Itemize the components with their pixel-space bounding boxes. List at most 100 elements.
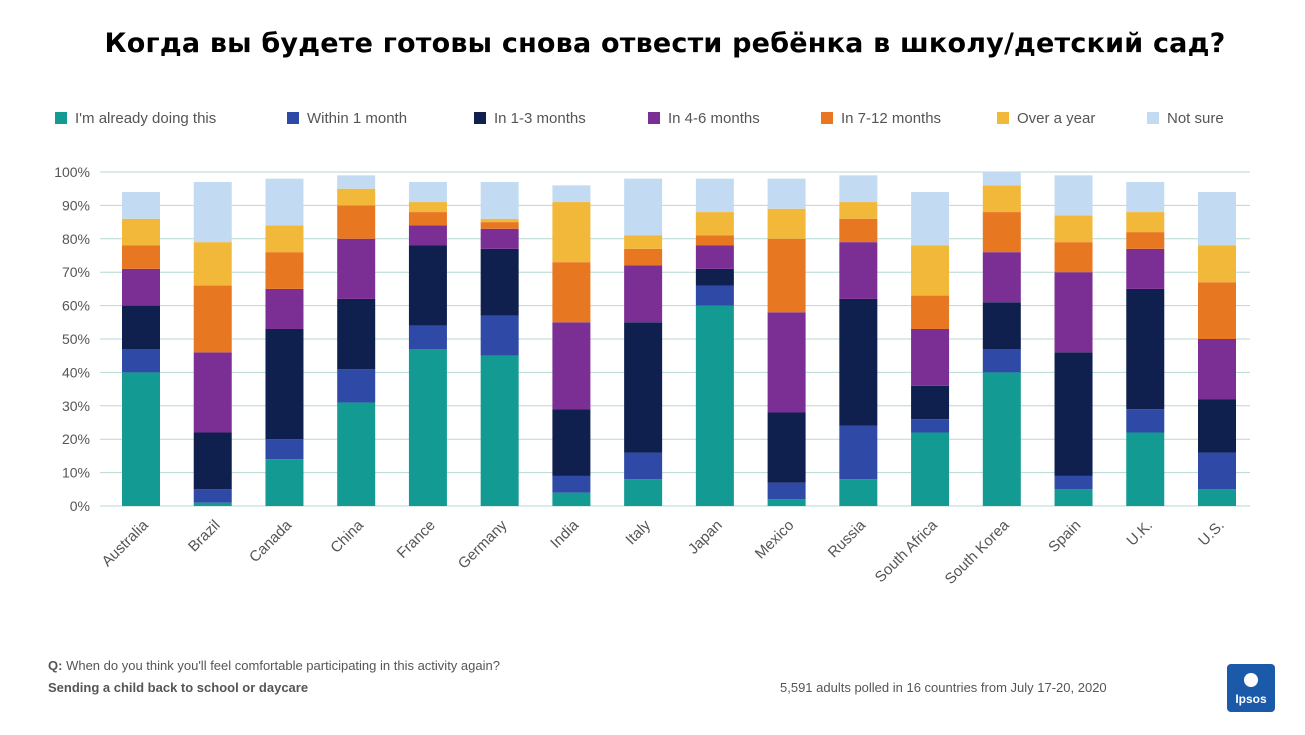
x-tick-label: Japan [685,517,726,558]
bar-segment [265,288,304,329]
bar-stack [982,172,1021,506]
bar-segment [1198,192,1236,246]
bar-stack [122,192,160,506]
bar-stack [265,178,304,506]
bar-segment [839,202,878,219]
bar-segment [480,248,519,316]
bar-stack [408,182,447,506]
legend-item: Over a year [997,110,1095,127]
bar-segment [1198,339,1236,400]
y-tick-label: 80% [62,231,90,247]
legend-item: In 4-6 months [648,110,760,127]
bar-segment [911,385,950,420]
bar-segment [839,175,878,203]
x-tick-label: Brazil [185,517,224,556]
question-text: When do you think you'll feel comfortabl… [66,658,500,673]
bar-stack [337,175,376,506]
legend-item: In 7-12 months [821,110,941,127]
y-tick-label: 0% [70,498,90,514]
bar-segment [911,432,950,506]
x-tick-label: Canada [246,516,296,566]
bar-segment [767,312,806,413]
bar-segment [552,475,591,493]
bar-stack [480,182,519,506]
bar-segment [480,222,519,229]
bar-segment [337,188,376,206]
bar-segment [408,225,447,246]
bar-segment [767,482,806,500]
bar-stack [1126,182,1165,506]
legend-swatch [1147,112,1159,124]
bar-segment [839,425,878,480]
bar-segment [552,322,591,410]
page-title: Когда вы будете готовы снова отвести реб… [104,28,1226,59]
bar-segment [122,192,160,219]
bar-segment [839,479,878,506]
y-tick-label: 70% [62,264,90,280]
ipsos-logo: Ipsos [1227,664,1275,712]
bar-segment [480,315,519,356]
bar-segment [1054,352,1093,476]
bar-segment [552,492,591,506]
x-tick-label: China [327,516,367,556]
bar-segment [193,352,232,433]
bar-segment [695,212,734,236]
legend-item: I'm already doing this [55,110,216,127]
bar-segment [1198,452,1236,490]
bar-segment [624,479,663,506]
chart-legend: I'm already doing this Within 1 month In 1… [55,110,1224,127]
x-axis: Australia Brazil Canada China France Germany I… [99,516,1228,587]
bar-segment [337,369,376,403]
bar-segment [193,242,232,286]
legend-swatch [997,112,1009,124]
bar-segment [839,242,878,299]
bar-stack [552,185,591,506]
bar-stack [839,175,878,506]
bar-segment [193,489,232,503]
y-axis: 0% 10% 20% 30% 40% 50% 60% 70% 80% 90% 100% [54,164,90,514]
bar-segment [480,182,519,219]
bar-segment [337,175,376,189]
bar-stack [767,178,806,506]
legend-swatch [648,112,660,124]
survey-question: Q: When do you think you'll feel comfort… [48,655,500,699]
y-tick-label: 30% [62,398,90,414]
legend-swatch [821,112,833,124]
y-tick-label: 10% [62,465,90,481]
bar-segment [1126,288,1165,410]
bar-segment [1198,245,1236,283]
bar-segment [839,218,878,243]
bar-segment [911,328,950,386]
x-tick-label: Russia [825,516,870,561]
bar-segment [265,178,304,226]
bar-segment [552,185,591,203]
legend-label: In 1-3 months [494,110,586,127]
bar-segment [695,268,734,286]
bar-segment [1126,212,1165,233]
bar-segment [480,355,519,506]
bar-segment [982,372,1021,506]
bar-segment [982,185,1021,213]
y-tick-label: 90% [62,197,90,213]
legend-label: I'm already doing this [75,110,216,127]
bar-segment [122,372,160,506]
bar-segment [265,459,304,506]
x-tick-label: India [547,516,582,551]
bar-segment [624,322,663,453]
bar-segment [122,245,160,269]
legend-item: Within 1 month [287,110,407,127]
legend-label: In 4-6 months [668,110,760,127]
bar-segment [408,202,447,213]
bar-segment [337,238,376,299]
bar-segment [767,499,806,506]
bar-segment [552,262,591,323]
bar-segment [1126,182,1165,213]
bar-segment [480,228,519,249]
bar-segment [408,349,447,506]
bar-segment [1054,242,1093,273]
y-tick-label: 20% [62,431,90,447]
bar-segment [1054,215,1093,243]
bar-segment [122,268,160,306]
bar-segment [767,238,806,313]
bar-stack [911,192,950,506]
